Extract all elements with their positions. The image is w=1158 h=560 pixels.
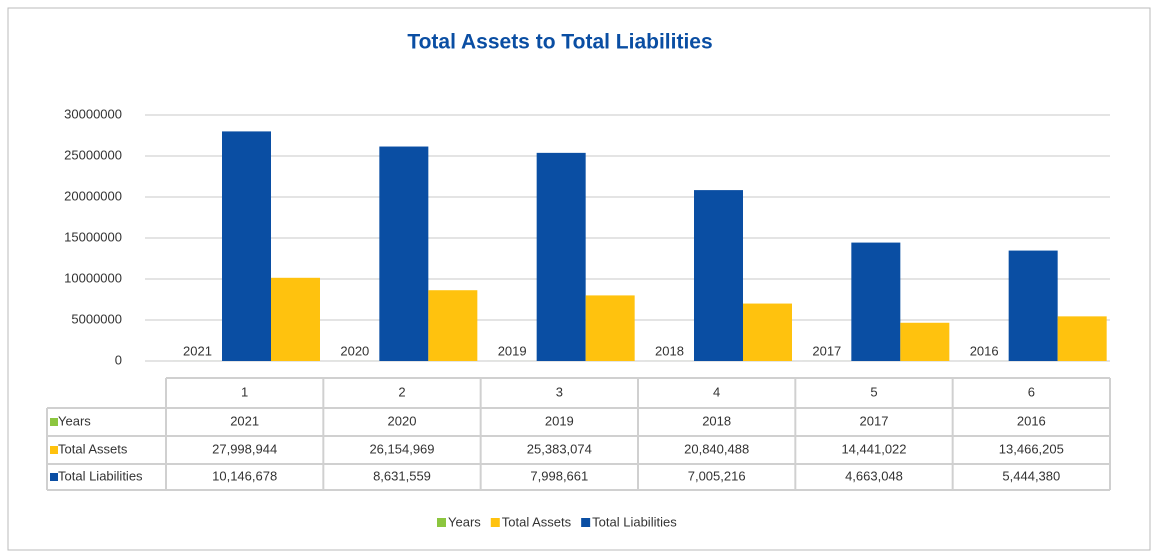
table-cell: 7,998,661 — [530, 468, 588, 483]
table-legend-key — [50, 473, 58, 481]
bar — [222, 131, 271, 361]
table-cell: 5,444,380 — [1002, 468, 1060, 483]
bar — [1009, 251, 1058, 361]
bar — [1058, 316, 1107, 361]
table-cell: 10,146,678 — [212, 468, 277, 483]
y-tick-label: 5000000 — [71, 311, 122, 326]
table-cell: 2016 — [1017, 413, 1046, 428]
bar — [743, 304, 792, 361]
legend-key — [491, 518, 500, 527]
y-tick-label: 0 — [115, 352, 122, 367]
y-tick-label: 25000000 — [64, 147, 122, 162]
data-label: 2019 — [498, 343, 527, 358]
table-row-label: Total Liabilities — [58, 468, 143, 483]
x-tick-label: 4 — [713, 384, 720, 399]
y-tick-label: 20000000 — [64, 188, 122, 203]
legend-key — [437, 518, 446, 527]
bar — [379, 147, 428, 361]
bar — [851, 243, 900, 361]
table-cell: 2019 — [545, 413, 574, 428]
bar — [537, 153, 586, 361]
y-tick-label: 10000000 — [64, 270, 122, 285]
table-cell: 25,383,074 — [527, 441, 592, 456]
bar — [271, 278, 320, 361]
table-cell: 2017 — [860, 413, 889, 428]
legend-label: Total Liabilities — [592, 514, 677, 529]
table-legend-key — [50, 418, 58, 426]
table-cell: 14,441,022 — [841, 441, 906, 456]
y-tick-label: 30000000 — [64, 106, 122, 121]
x-tick-label: 1 — [241, 384, 248, 399]
table-cell: 7,005,216 — [688, 468, 746, 483]
table-legend-key — [50, 446, 58, 454]
data-label: 2016 — [970, 343, 999, 358]
data-label: 2020 — [340, 343, 369, 358]
bar — [694, 190, 743, 361]
x-tick-label: 6 — [1028, 384, 1035, 399]
legend-key — [581, 518, 590, 527]
table-cell: 27,998,944 — [212, 441, 277, 456]
table-cell: 13,466,205 — [999, 441, 1064, 456]
x-tick-label: 3 — [556, 384, 563, 399]
table-cell: 2018 — [702, 413, 731, 428]
data-label: 2021 — [183, 343, 212, 358]
legend-label: Total Assets — [502, 514, 572, 529]
table-cell: 20,840,488 — [684, 441, 749, 456]
table-row-label: Total Assets — [58, 441, 128, 456]
legend-label: Years — [448, 514, 481, 529]
y-tick-label: 15000000 — [64, 229, 122, 244]
bar — [900, 323, 949, 361]
bar — [586, 295, 635, 361]
table-cell: 26,154,969 — [369, 441, 434, 456]
data-label: 2018 — [655, 343, 684, 358]
table-cell: 4,663,048 — [845, 468, 903, 483]
chart-title: Total Assets to Total Liabilities — [407, 31, 712, 54]
table-cell: 2020 — [388, 413, 417, 428]
table-row-label: Years — [58, 413, 91, 428]
bar — [428, 290, 477, 361]
x-tick-label: 5 — [870, 384, 877, 399]
x-tick-label: 2 — [398, 384, 405, 399]
data-label: 2017 — [812, 343, 841, 358]
table-cell: 2021 — [230, 413, 259, 428]
table-cell: 8,631,559 — [373, 468, 431, 483]
